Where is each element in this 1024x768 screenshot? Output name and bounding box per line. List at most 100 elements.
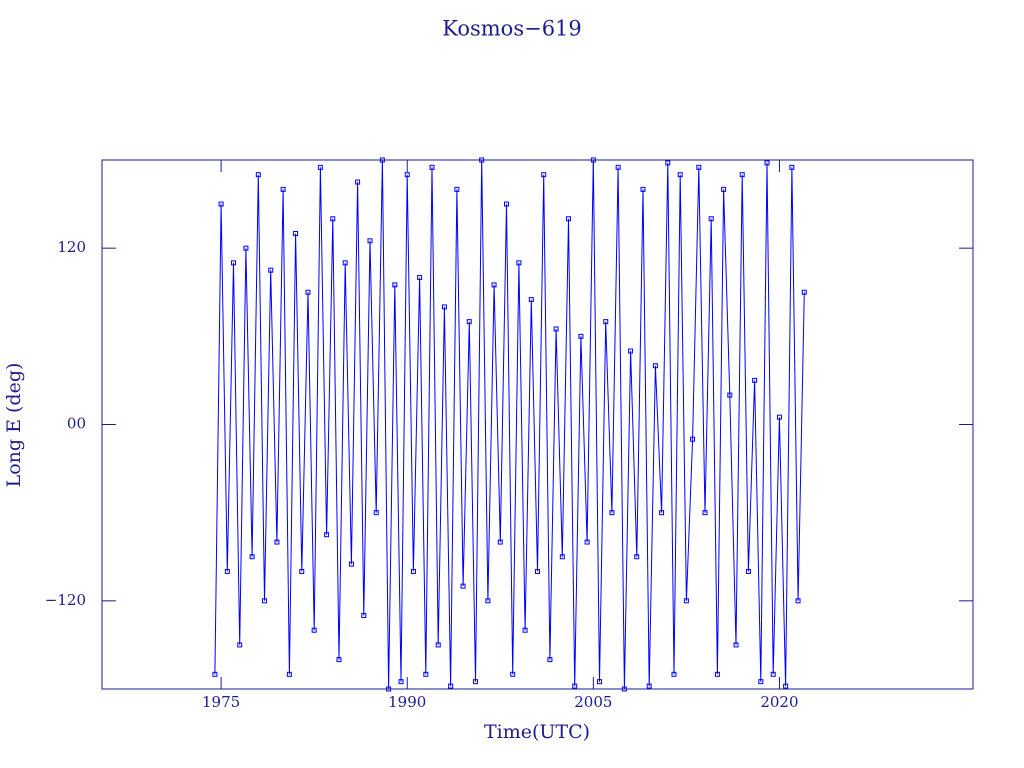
- data-marker: [752, 377, 758, 383]
- data-marker: [764, 160, 770, 166]
- data-marker: [472, 679, 478, 685]
- x-tick-label: 1990: [388, 693, 426, 711]
- data-marker: [553, 326, 559, 332]
- data-marker: [776, 414, 782, 420]
- data-marker: [485, 598, 491, 604]
- data-marker: [429, 164, 435, 170]
- data-marker: [603, 319, 609, 325]
- data-marker: [522, 627, 528, 633]
- data-marker: [417, 275, 423, 281]
- data-marker: [262, 598, 268, 604]
- data-marker: [367, 238, 373, 244]
- data-marker: [410, 568, 416, 574]
- data-marker: [305, 289, 311, 295]
- data-marker: [535, 568, 540, 574]
- data-marker: [342, 260, 348, 266]
- y-tick-label: −120: [45, 591, 86, 609]
- data-marker: [423, 671, 429, 677]
- data-marker: [503, 201, 509, 207]
- data-marker: [789, 164, 795, 170]
- data-marker: [528, 297, 534, 303]
- y-axis-label: Long E (deg): [3, 363, 25, 488]
- data-marker: [597, 679, 603, 685]
- data-marker: [634, 554, 640, 560]
- data-marker: [677, 172, 683, 178]
- data-marker: [559, 554, 565, 560]
- data-marker: [274, 539, 280, 545]
- data-marker: [361, 613, 367, 619]
- data-marker: [299, 568, 305, 574]
- data-marker: [404, 172, 410, 178]
- data-marker: [398, 679, 404, 685]
- data-marker: [783, 683, 789, 689]
- chart-title: Kosmos−619: [442, 17, 582, 41]
- data-marker: [640, 186, 646, 192]
- data-marker: [795, 598, 801, 604]
- y-tick-label: 00: [67, 415, 86, 433]
- data-marker: [547, 657, 553, 663]
- data-marker: [541, 172, 547, 178]
- data-marker: [355, 179, 361, 185]
- data-marker: [578, 333, 584, 339]
- data-marker: [708, 216, 714, 222]
- data-marker: [466, 319, 472, 325]
- data-marker: [280, 186, 286, 192]
- data-marker: [721, 186, 727, 192]
- data-marker: [745, 568, 751, 574]
- data-marker: [584, 539, 590, 545]
- data-marker: [324, 532, 330, 538]
- data-marker: [628, 348, 634, 354]
- data-marker: [690, 436, 696, 442]
- data-marker: [609, 510, 615, 516]
- x-tick-label: 2005: [574, 693, 612, 711]
- data-marker: [441, 304, 447, 310]
- data-marker: [659, 510, 665, 516]
- data-marker: [330, 216, 336, 222]
- data-line: [214, 159, 805, 690]
- data-marker: [566, 216, 572, 222]
- data-marker: [255, 172, 261, 178]
- data-marker: [268, 267, 274, 273]
- data-marker: [733, 642, 739, 648]
- data-marker: [516, 260, 522, 266]
- data-marker: [770, 671, 776, 677]
- plot-frame: [101, 159, 974, 690]
- x-axis-label: Time(UTC): [484, 721, 590, 743]
- data-marker: [224, 568, 230, 574]
- data-marker: [497, 539, 503, 545]
- data-marker: [572, 683, 578, 689]
- data-marker: [392, 282, 398, 288]
- data-marker: [739, 172, 745, 178]
- data-marker: [671, 671, 677, 677]
- data-marker: [460, 583, 466, 589]
- data-marker: [702, 510, 708, 516]
- data-marker: [231, 260, 237, 266]
- data-marker: [683, 598, 689, 604]
- data-marker: [615, 164, 621, 170]
- data-marker: [454, 186, 460, 192]
- data-marker: [212, 671, 218, 677]
- data-marker: [665, 160, 671, 166]
- y-tick-label: 120: [57, 238, 86, 256]
- data-marker: [373, 510, 379, 516]
- data-marker: [286, 671, 292, 677]
- data-marker: [237, 642, 243, 648]
- data-marker: [348, 561, 354, 567]
- data-marker: [801, 289, 807, 295]
- x-tick-label: 2020: [760, 693, 798, 711]
- data-marker: [448, 683, 454, 689]
- data-marker: [317, 164, 323, 170]
- data-marker: [243, 245, 249, 251]
- data-marker: [696, 164, 702, 170]
- data-marker: [652, 363, 658, 369]
- data-marker: [293, 230, 299, 236]
- x-tick-label: 1975: [202, 693, 240, 711]
- data-marker: [714, 671, 720, 677]
- data-marker: [249, 554, 255, 560]
- data-marker: [435, 642, 441, 648]
- data-marker: [218, 201, 224, 207]
- data-marker: [727, 392, 733, 398]
- data-marker: [491, 282, 497, 288]
- data-marker: [510, 671, 516, 677]
